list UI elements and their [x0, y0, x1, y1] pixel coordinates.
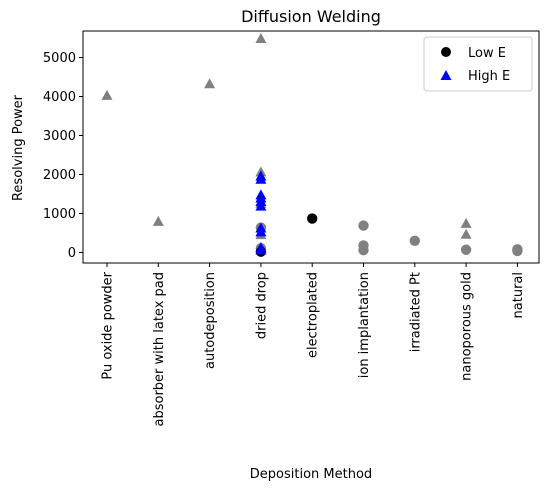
x-tick-label: ion implantation — [357, 272, 372, 378]
x-tick-label: nanoporous gold — [460, 272, 475, 381]
data-point-triangle — [255, 226, 267, 237]
x-tick-label: natural — [511, 272, 526, 318]
data-point-circle — [307, 213, 318, 224]
data-point-triangle — [255, 32, 267, 43]
points-layer — [101, 32, 523, 257]
y-axis-label: Resolving Power — [11, 94, 26, 201]
legend-label-high-e: High E — [468, 69, 510, 84]
data-point-triangle — [255, 244, 267, 255]
legend-box — [423, 36, 533, 92]
data-point-circle — [409, 235, 420, 246]
y-tick-label: 3000 — [43, 129, 76, 144]
data-point-triangle — [460, 228, 472, 239]
x-tick-label: Pu oxide powder — [101, 271, 116, 379]
y-tick-label: 4000 — [43, 90, 76, 105]
data-point-triangle — [101, 89, 113, 100]
data-point-triangle — [255, 173, 267, 184]
data-point-triangle — [460, 217, 472, 228]
chart-title: Diffusion Welding — [241, 7, 381, 26]
legend-label-low-e: Low E — [468, 46, 506, 61]
y-tick-label: 5000 — [43, 51, 76, 66]
ticks-layer: 0 1000 2000 3000 4000 5000 Pu oxide powder abso… — [43, 51, 526, 426]
y-tick-label: 0 — [68, 246, 76, 261]
legend-marker-high-e — [440, 70, 452, 80]
legend: Low E High E — [423, 36, 533, 92]
x-tick-label: autodeposition — [203, 272, 218, 369]
x-tick-label: irradiated Pt — [408, 272, 423, 352]
x-axis-label: Deposition Method — [250, 467, 372, 482]
data-point-triangle — [255, 200, 267, 211]
x-tick-label: dried drop — [254, 272, 269, 339]
plot-frame — [82, 30, 540, 264]
x-tick-label: electroplated — [306, 272, 321, 358]
data-point-circle — [460, 244, 472, 255]
y-tick-label: 1000 — [43, 207, 76, 222]
y-tick-label: 2000 — [43, 168, 76, 183]
x-tick-label: absorber with latex pad — [152, 272, 167, 426]
data-point-circle — [512, 245, 523, 257]
data-point-triangle — [152, 215, 164, 226]
data-point-triangle — [204, 78, 216, 89]
legend-marker-low-e — [441, 47, 451, 57]
data-point-circle — [358, 220, 369, 231]
data-point-circle — [358, 244, 369, 256]
